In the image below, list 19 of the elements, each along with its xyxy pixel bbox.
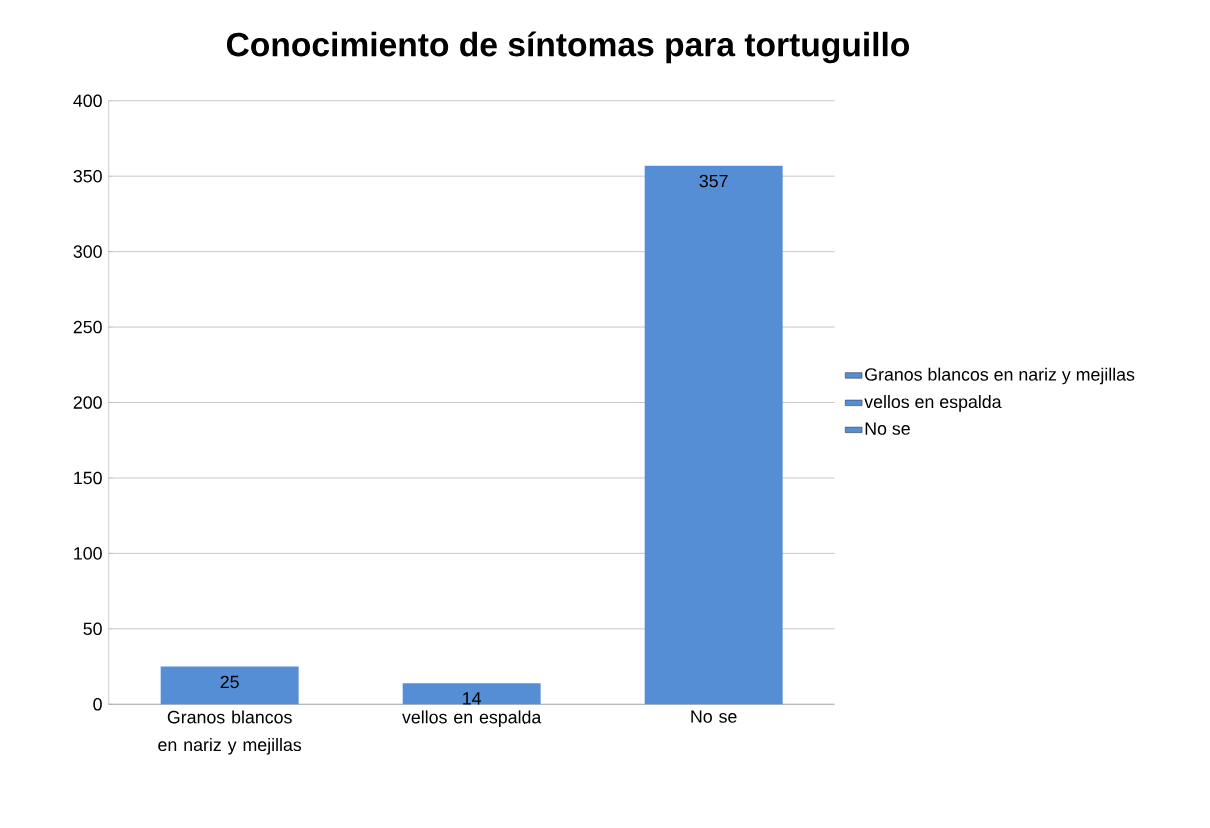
data-label: 14 xyxy=(463,692,482,705)
y-tick-label: 300 xyxy=(73,245,102,259)
legend-label: Granos blancos en nariz y mejillas xyxy=(865,367,1135,385)
chart-title: Conocimiento de síntomas para tortuguillo xyxy=(226,31,910,64)
y-tick-label: 100 xyxy=(74,547,102,560)
data-label: 357 xyxy=(699,174,728,188)
x-tick-label: No se xyxy=(691,710,737,723)
y-tick-label: 250 xyxy=(73,320,102,334)
x-tick-label: Granos blancos en nariz y mejillas xyxy=(158,710,302,755)
legend-label: vellos en espalda xyxy=(864,395,1002,412)
y-tick-label: 400 xyxy=(73,94,102,108)
x-tick-label: vellos en espalda xyxy=(402,710,542,728)
legend-label: No se xyxy=(865,422,910,435)
y-tick-label: 150 xyxy=(74,471,102,485)
y-tick-label: 0 xyxy=(93,698,102,711)
data-label: 25 xyxy=(220,675,239,689)
y-tick-label: 200 xyxy=(73,396,102,409)
y-tick-label: 50 xyxy=(83,622,102,636)
y-tick-label: 350 xyxy=(73,170,102,183)
